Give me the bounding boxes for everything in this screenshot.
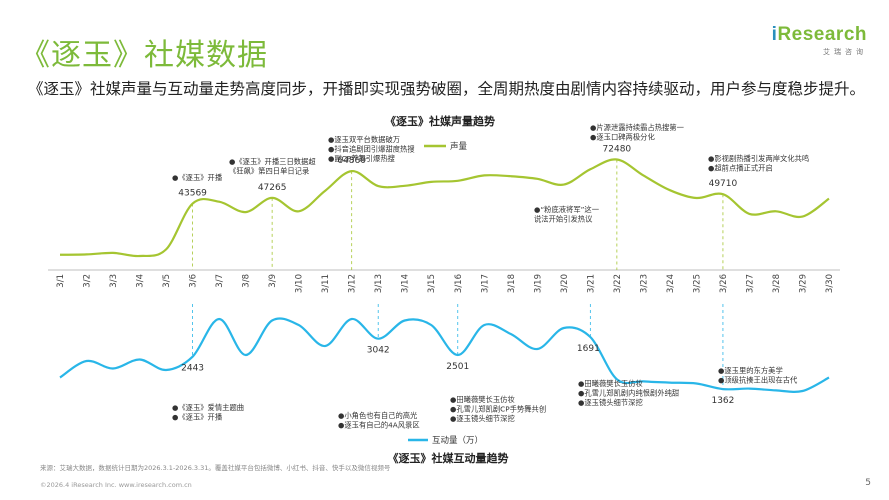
- x-tick-label: 3/14: [401, 274, 411, 293]
- x-tick-label: 3/2: [83, 274, 93, 288]
- x-tick-label: 3/21: [586, 274, 596, 293]
- x-tick-label: 3/18: [507, 274, 517, 293]
- volume-data-label: 43569: [178, 189, 207, 199]
- x-tick-label: 3/25: [692, 274, 702, 293]
- volume-annotation-text: ●逐玉双平台数据破万: [328, 135, 400, 144]
- x-tick-label: 3/20: [560, 274, 570, 293]
- x-tick-label: 3/3: [109, 274, 119, 288]
- interaction-data-label: 1362: [711, 396, 734, 406]
- x-tick-label: 3/26: [719, 274, 729, 293]
- volume-data-label: 47265: [258, 183, 287, 193]
- interaction-annotation-text: ●田曦薇樊长玉仿妆: [578, 379, 643, 388]
- page-subtitle: 《逐玉》社媒声量与互动量走势高度同步，开播即实现强势破圈，全周期热度由剧情内容持…: [28, 80, 866, 98]
- iresearch-logo: iResearch 艾瑞咨询: [772, 24, 867, 57]
- interaction-annotation-text: ●孔雪儿郑凯剧CP手势舞共创: [450, 405, 546, 414]
- volume-annotation-text: ●副CP养舞引爆热搜: [328, 154, 396, 163]
- interaction-annotation-text: ●《逐玉》开播: [172, 413, 223, 422]
- volume-annotation-text: ●逐玉口碑两极分化: [590, 133, 655, 142]
- x-tick-label: 3/29: [798, 274, 808, 293]
- x-tick-label: 3/6: [189, 274, 199, 288]
- volume-annotation-text: ●超前点播正式开启: [708, 164, 773, 173]
- x-tick-label: 3/4: [136, 274, 146, 288]
- logo-subtitle: 艾瑞咨询: [823, 48, 867, 56]
- logo-i: i: [771, 24, 778, 45]
- x-tick-label: 3/12: [348, 274, 358, 293]
- logo-rest: Research: [777, 24, 867, 45]
- logo-wordmark: iResearch: [772, 24, 867, 46]
- volume-annotation-text: 说法开始引发热议: [534, 215, 593, 224]
- volume-data-label: 64860: [337, 156, 366, 166]
- interaction-annotation-text: ●孔雪儿郑凯剧内纯恨剧外纯甜: [578, 389, 679, 398]
- interaction-annotation-text: ●逐玉里的东方美学: [718, 366, 783, 375]
- x-tick-label: 3/23: [639, 274, 649, 293]
- x-tick-label: 3/11: [321, 274, 331, 293]
- page-title: 《逐玉》社媒数据: [20, 38, 268, 73]
- x-tick-label: 3/8: [242, 274, 252, 288]
- interaction-legend-label: 互动量（万）: [432, 435, 483, 446]
- interaction-data-label: 2443: [181, 364, 204, 374]
- volume-annotation-text: ●抖音追剧团引爆甜度热搜: [328, 145, 415, 154]
- interaction-annotation-text: ●逐玉镜头细节深挖: [578, 398, 643, 407]
- interaction-annotation-text: ●顶级抗揍王出现在古代: [718, 376, 798, 385]
- page-number: 5: [865, 478, 871, 488]
- x-tick-label: 3/5: [162, 274, 172, 288]
- volume-annotation-text: ●片源泄露持续霸占热搜第一: [590, 123, 684, 132]
- volume-annotation-text: ●《逐玉》开播三日数据超: [229, 157, 316, 166]
- volume-data-label: 49710: [709, 179, 738, 189]
- x-tick-label: 3/16: [454, 274, 464, 293]
- volume-data-label: 72480: [603, 144, 632, 154]
- x-tick-label: 3/1: [56, 274, 66, 288]
- volume-chart-title: 《逐玉》社媒声量趋势: [385, 114, 495, 128]
- x-tick-label: 3/30: [825, 274, 835, 293]
- interaction-annotation-text: ●《逐玉》爱情主题曲: [172, 403, 244, 412]
- interaction-annotation-text: ●田曦薇樊长玉仿妆: [450, 395, 515, 404]
- x-tick-label: 3/7: [215, 274, 225, 288]
- x-tick-label: 3/15: [427, 274, 437, 293]
- interaction-chart-title: 《逐玉》社媒互动量趋势: [388, 451, 509, 465]
- volume-annotation-text: 《狂飙》第四日单日记录: [229, 167, 309, 176]
- x-tick-label: 3/27: [745, 274, 755, 293]
- copyright-note: ©2026.4 iResearch Inc. www.iresearch.com…: [40, 481, 192, 489]
- volume-annotation-text: ●《逐玉》开播: [172, 173, 223, 182]
- x-tick-label: 3/13: [374, 274, 384, 293]
- x-tick-label: 3/24: [666, 274, 676, 293]
- x-tick-label: 3/22: [613, 274, 623, 293]
- x-tick-label: 3/28: [772, 274, 782, 293]
- volume-annotation-text: ●“粉底液将军”这一: [534, 205, 599, 214]
- volume-legend-label: 声量: [450, 141, 468, 152]
- interaction-annotation-text: ●逐玉有自己的4A风景区: [338, 421, 420, 430]
- interaction-data-label: 3042: [367, 346, 390, 356]
- interaction-data-label: 2501: [446, 362, 469, 372]
- interaction-data-label: 1691: [577, 344, 600, 354]
- x-tick-label: 3/17: [480, 274, 490, 293]
- interaction-annotation-text: ●逐玉镜头细节深挖: [450, 414, 515, 423]
- x-tick-label: 3/9: [268, 274, 278, 288]
- source-note: 来源：艾瑞大数据，数据统计日期为2026.3.1-2026.3.31。覆盖社媒平…: [40, 464, 391, 472]
- interaction-series-line: [59, 317, 830, 393]
- x-tick-label: 3/10: [295, 274, 305, 293]
- volume-series-line: [59, 158, 830, 258]
- interaction-annotation-text: ●小角色也有自己的高光: [338, 411, 417, 420]
- x-tick-label: 3/19: [533, 274, 543, 293]
- volume-annotation-text: ●影视剧热播引发两岸文化共鸣: [708, 154, 809, 163]
